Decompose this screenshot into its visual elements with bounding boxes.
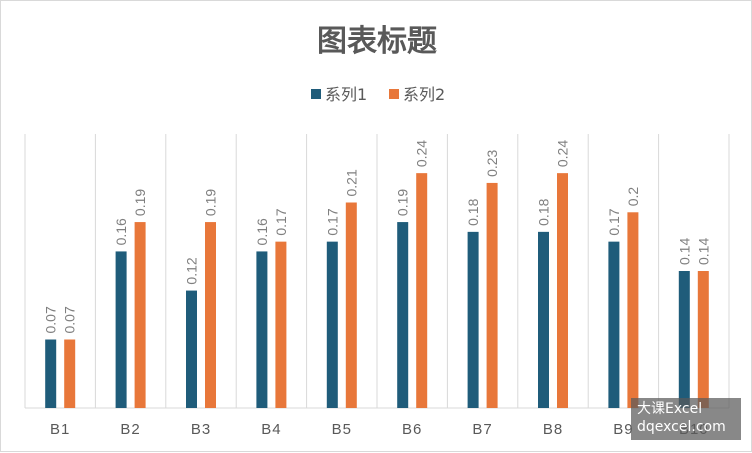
gridlines: [24, 134, 730, 409]
data-label: 0.14: [676, 238, 692, 265]
legend-swatch: [311, 89, 321, 99]
data-label: 0.23: [484, 149, 500, 176]
chart-title: 图表标题: [317, 24, 437, 59]
bar-1-B9: [608, 241, 620, 408]
data-label: 0.24: [414, 140, 430, 167]
x-tick-label: B3: [191, 421, 211, 438]
x-tick-label: B9: [613, 421, 633, 438]
bar-1-B2: [115, 251, 127, 408]
data-label: 0.21: [343, 169, 359, 196]
watermark-line2: dqexcel.com: [637, 419, 726, 435]
data-label: 0.19: [132, 189, 148, 216]
bar-1-B4: [256, 251, 268, 408]
bar-1-B1: [45, 339, 57, 408]
data-label: 0.2: [625, 187, 641, 207]
bar-2-B7: [486, 182, 498, 408]
bar-1-B7: [467, 231, 479, 408]
bar-2-B9: [627, 212, 639, 408]
bar-2-B6: [416, 173, 428, 408]
x-tick-label: B6: [402, 421, 422, 438]
data-label: 0.16: [113, 218, 129, 245]
watermark: 大课Excel dqexcel.com: [631, 398, 741, 440]
legend: 系列1 系列2: [311, 85, 445, 104]
bar-2-B8: [557, 173, 568, 408]
bars: [45, 173, 709, 408]
data-label: 0.24: [555, 140, 571, 167]
bar-1-B10: [678, 271, 690, 408]
data-label: 0.16: [254, 218, 270, 245]
legend-label: 系列1: [325, 85, 367, 104]
data-label: 0.07: [62, 306, 78, 333]
x-tick-label: B5: [332, 421, 352, 438]
data-label: 0.18: [536, 198, 552, 225]
x-tick-label: B4: [261, 421, 281, 438]
x-axis-ticks: B1B2B3B4B5B6B7B8B9B10: [50, 421, 708, 438]
x-tick-label: B7: [472, 421, 492, 438]
bar-2-B10: [697, 271, 709, 408]
x-tick-label: B8: [543, 421, 563, 438]
bar-2-B2: [134, 222, 146, 408]
bar-2-B3: [205, 222, 216, 408]
bar-2-B5: [345, 202, 357, 408]
legend-swatch: [389, 89, 399, 99]
bar-1-B3: [186, 290, 197, 408]
data-labels: 0.07 0.070.160.190.120.190.16 0.17 0.170.21…: [43, 140, 712, 334]
data-label: 0.17: [273, 208, 289, 235]
bar-2-B1: [64, 339, 76, 408]
bar-1-B6: [397, 222, 409, 408]
data-label: 0.14: [695, 238, 711, 265]
legend-label: 系列2: [403, 85, 445, 104]
x-tick-label: B1: [50, 421, 70, 438]
data-label: 0.07: [43, 306, 59, 333]
bar-2-B4: [275, 241, 287, 408]
bar-1-B8: [538, 231, 549, 408]
data-label: 0.19: [395, 189, 411, 216]
data-label: 0.17: [324, 208, 340, 235]
watermark-line1: 大课Excel: [637, 401, 703, 417]
x-tick-label: B2: [120, 421, 140, 438]
bar-1-B5: [326, 241, 338, 408]
data-label: 0.17: [606, 208, 622, 235]
data-label: 0.12: [184, 257, 200, 284]
data-label: 0.18: [465, 198, 481, 225]
data-label: 0.19: [203, 189, 219, 216]
